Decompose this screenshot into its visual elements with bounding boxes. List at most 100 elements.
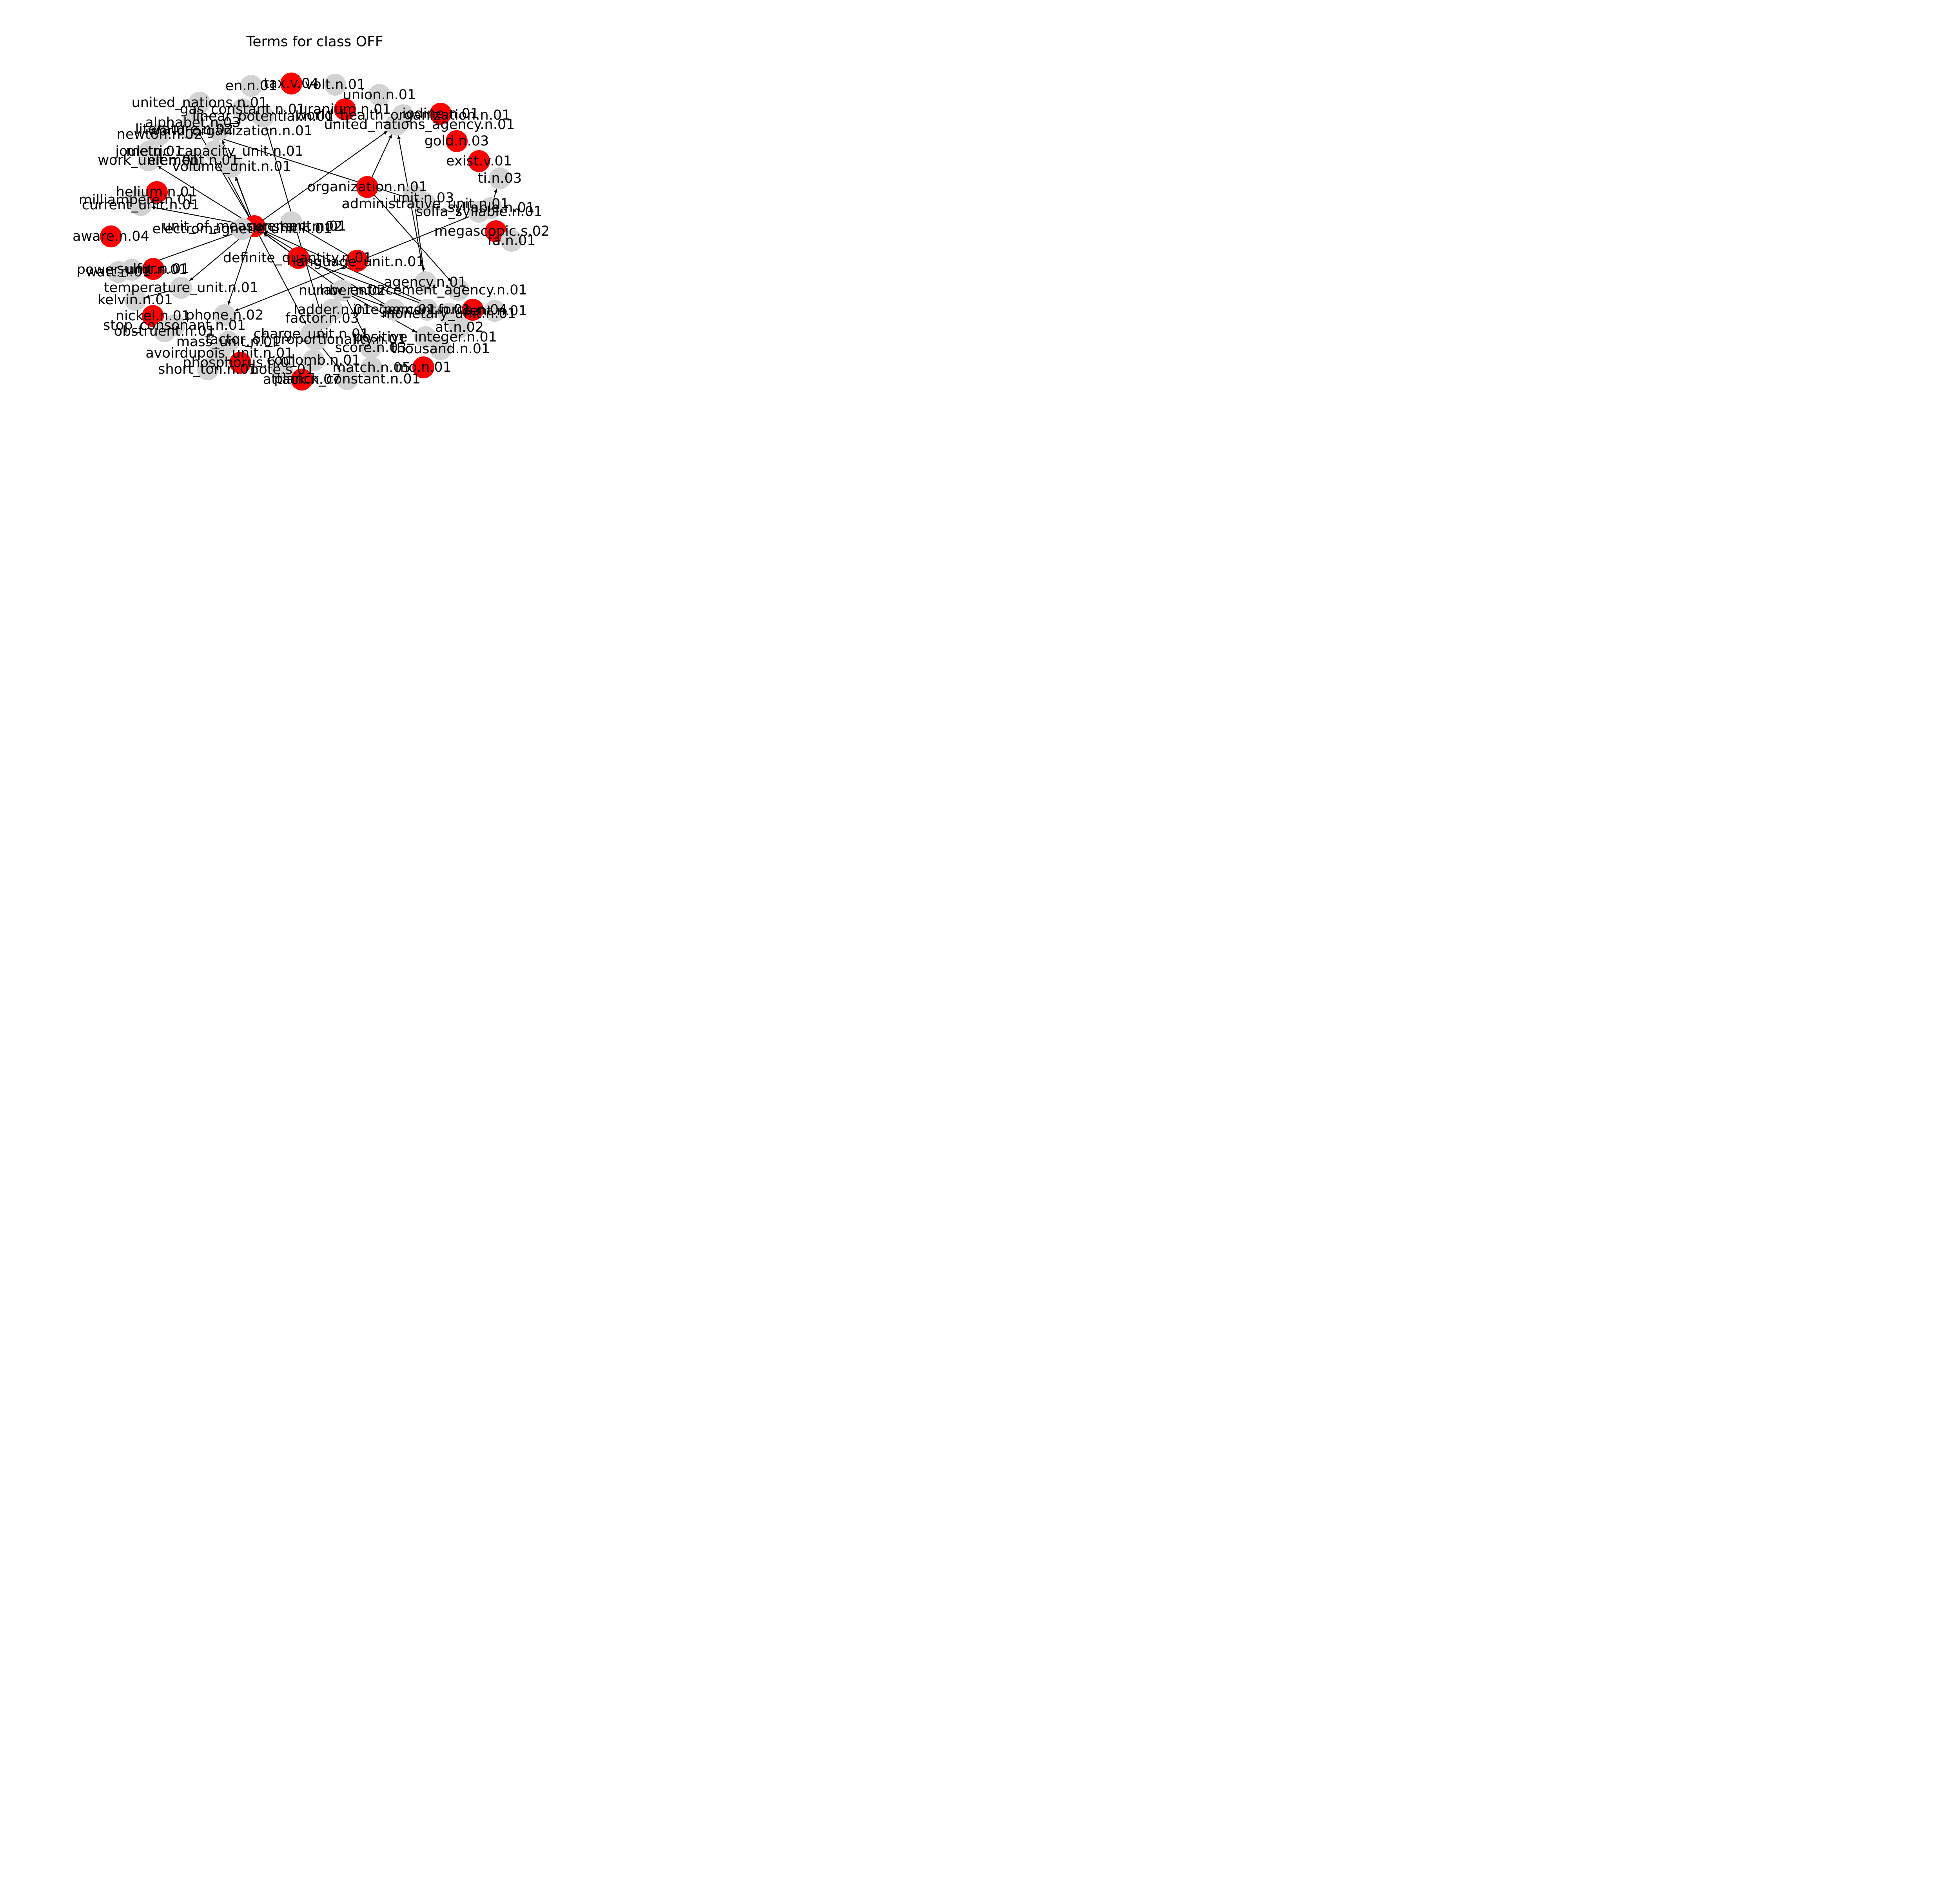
node-newton.n.02[interactable]	[149, 124, 171, 145]
node-united_nations_agency.n.01[interactable]	[385, 114, 407, 136]
node-force.n.04[interactable]	[462, 299, 484, 321]
node-language_unit.n.01[interactable]	[346, 250, 368, 272]
node-fa.n.01[interactable]	[501, 230, 523, 252]
node-en.n.01[interactable]	[240, 75, 262, 97]
node-iodine.n.01[interactable]	[430, 103, 452, 125]
node-label-stop_consonant.n.01: stop_consonant.n.01	[103, 318, 246, 333]
node-coulomb.n.01[interactable]	[303, 349, 325, 371]
node-exist.v.01[interactable]	[468, 150, 490, 172]
node-label-unit_of_measurement.n.01: unit_of_measurement.n.01	[162, 218, 347, 234]
node-law_enforcement_agency.n.01[interactable]	[447, 279, 469, 301]
node-label-coulomb.n.01: coulomb.n.01	[267, 352, 360, 368]
node-volt.n.01[interactable]	[324, 74, 346, 96]
node-at.n.02[interactable]	[448, 316, 470, 338]
node-helium.n.01[interactable]	[146, 181, 168, 203]
node-number.n.02[interactable]	[331, 280, 353, 302]
node-phosphorus.n.01[interactable]	[229, 352, 251, 374]
node-literature.n.02[interactable]	[178, 117, 200, 139]
node-factor_of_proportionality.n.01[interactable]	[305, 329, 327, 351]
node-avoirdupois_unit.n.01[interactable]	[209, 342, 230, 364]
node-label-aware.n.04: aware.n.04	[73, 229, 149, 244]
node-label-united_nations.n.01: united_nations.n.01	[132, 95, 268, 111]
node-label-fa.n.01: fa.n.01	[488, 233, 536, 249]
node-label-factor.n.03: factor.n.03	[285, 311, 359, 326]
node-tax.v.04[interactable]	[280, 73, 302, 94]
edge-number.n.02-to-positive_integer.n.01	[342, 290, 416, 332]
node-cent.n.01[interactable]	[484, 300, 506, 322]
node-label-mass_unit.n.01: mass_unit.n.01	[176, 334, 281, 350]
node-gold.n.03[interactable]	[446, 130, 468, 152]
node-label-at.n.02: at.n.02	[435, 320, 484, 335]
node-watt.n.01[interactable]	[107, 261, 129, 283]
node-note.s.01[interactable]	[271, 359, 293, 381]
node-nickel.n.01[interactable]	[142, 305, 164, 327]
node-label-sulfur.n.01: sulfur.n.01	[117, 261, 190, 277]
node-linear_potential.n.01[interactable]	[252, 105, 274, 127]
node-label-newton.n.02: newton.n.02	[117, 127, 203, 142]
node-short_ton.n.01[interactable]	[197, 358, 219, 380]
node-label-integer.n.01: integer.n.01	[352, 302, 435, 318]
node-constant.n.02[interactable]	[280, 211, 302, 233]
node-percent.n.01[interactable]	[416, 299, 438, 321]
node-union.n.01[interactable]	[368, 84, 390, 106]
node-label-exist.v.01: exist.v.01	[446, 153, 512, 169]
node-label-syllable.n.01: syllable.n.01	[448, 200, 535, 216]
node-temperature_unit.n.01[interactable]	[170, 277, 192, 299]
node-match.n.05[interactable]	[361, 357, 383, 379]
node-label-uranium.n.01: uranium.n.01	[299, 102, 391, 117]
node-label-temperature_unit.n.01: temperature_unit.n.01	[104, 280, 258, 296]
node-administrative_unit.n.01[interactable]	[414, 192, 436, 214]
node-label-power_unit.n.01: power_unit.n.01	[77, 262, 187, 278]
edge-unit_of_measurement.n.01-to-united_nations_agency.n.01	[254, 131, 388, 227]
node-uranium.n.01[interactable]	[334, 98, 356, 120]
node-label-constant.n.02: constant.n.02	[248, 219, 342, 234]
node-label-joule.n.01: joule.n.01	[115, 144, 183, 159]
node-sulfur.n.01[interactable]	[142, 258, 164, 280]
node-label-language_unit.n.01: language_unit.n.01	[292, 254, 425, 270]
node-label-mo.n.01: mo.n.01	[395, 360, 452, 375]
node-label-world_organization.n.01: world_organization.n.01	[148, 123, 312, 139]
edge-organization.n.01-to-law_enforcement_agency.n.01	[367, 187, 452, 282]
node-united_nations.n.01[interactable]	[189, 92, 211, 114]
node-label-volt.n.01: volt.n.01	[305, 77, 366, 93]
node-label-score.n.03: score.n.03	[335, 340, 407, 356]
node-integer.n.01[interactable]	[383, 299, 405, 321]
node-element.n.01[interactable]	[182, 149, 204, 171]
edge-unit_of_measurement.n.01-to-charge_unit.n.01	[254, 226, 307, 325]
node-positive_integer.n.01[interactable]	[414, 326, 436, 348]
node-label-watt.n.01: watt.n.01	[86, 264, 151, 280]
node-kelvin.n.01[interactable]	[124, 289, 146, 311]
node-label-work_unit.n.01: work_unit.n.01	[98, 153, 200, 168]
node-gas_constant.n.01[interactable]	[232, 98, 254, 120]
node-label-nickel.n.01: nickel.n.01	[116, 308, 190, 324]
node-organization.n.01[interactable]	[356, 176, 378, 198]
node-work_unit.n.01[interactable]	[138, 149, 160, 171]
node-label-law_enforcement_agency.n.01: law_enforcement_agency.n.01	[319, 282, 527, 298]
node-ti.n.03[interactable]	[489, 167, 511, 189]
node-definite_quantity.n.01[interactable]	[287, 247, 309, 269]
node-phone.n.02[interactable]	[214, 304, 236, 326]
node-volume_unit.n.01[interactable]	[221, 156, 243, 178]
edge-unit_of_measurement.n.01-to-phone.n.02	[227, 226, 255, 305]
edge-definite_quantity.n.01-to-monetary_unit.n.01	[298, 257, 439, 311]
node-label-positive_integer.n.01: positive_integer.n.01	[354, 329, 497, 345]
node-label-solfa_syllable.n.01: solfa_syllable.n.01	[416, 204, 543, 220]
node-world_organization.n.01[interactable]	[207, 119, 229, 141]
node-aware.n.04[interactable]	[100, 225, 122, 247]
node-attack.n.07[interactable]	[291, 369, 313, 391]
node-planck_constant.n.01[interactable]	[336, 368, 358, 390]
node-factor.n.03[interactable]	[311, 307, 333, 329]
node-agency.n.01[interactable]	[414, 271, 436, 293]
node-obstruent.n.01[interactable]	[154, 320, 176, 342]
node-label-en.n.01: en.n.01	[225, 78, 278, 94]
node-mo.n.01[interactable]	[412, 356, 434, 378]
node-label-gas_constant.n.01: gas_constant.n.01	[180, 102, 306, 117]
node-electromagnetic_unit.n.01[interactable]	[231, 218, 253, 240]
node-label-short_ton.n.01: short_ton.n.01	[158, 362, 258, 377]
node-solfa_syllable.n.01[interactable]	[468, 201, 490, 223]
node-metric_capacity_unit.n.01[interactable]	[204, 140, 226, 162]
node-score.n.03[interactable]	[360, 337, 382, 359]
node-thousand.n.01[interactable]	[430, 338, 452, 360]
node-current_unit.n.01[interactable]	[130, 194, 152, 216]
